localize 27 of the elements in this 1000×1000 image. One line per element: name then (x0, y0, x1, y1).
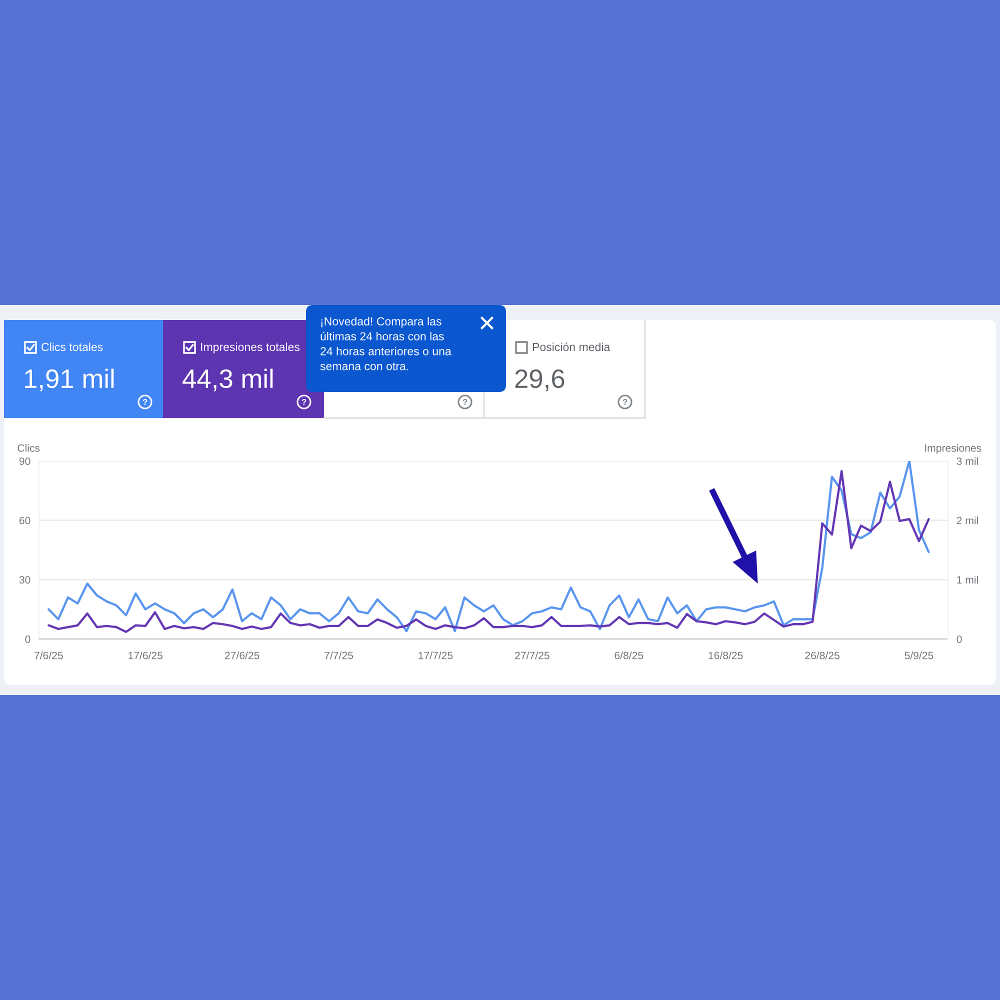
text: 29,6 (515, 369, 564, 392)
y-tick-label: 30 (19, 576, 30, 584)
x-tick-label: 16/8/25 (708, 652, 743, 660)
x-tick-label: 27/6/25 (225, 652, 260, 660)
y-tick-label: 0 (25, 635, 30, 643)
x-tick-label: 26/8/25 (805, 652, 840, 660)
text: Posición media (532, 342, 610, 352)
text: 44,3 mil (182, 368, 273, 392)
y-axis-title: Clics (18, 444, 40, 452)
text: ¡Novedad! Compara las últimas 24 horas con las 24 horas anteriores o una semana con otra. (320, 317, 452, 370)
y-tick-label: 60 (19, 516, 30, 524)
y2-axis-title: Impresiones (925, 444, 982, 454)
x-tick-label: 17/7/25 (418, 652, 453, 660)
y2-tick-label: 1 mil (957, 576, 978, 584)
y2-tick-label: 2 mil (956, 516, 978, 524)
x-tick-label: 17/6/25 (128, 652, 163, 660)
y-tick-label: 90 (19, 457, 30, 465)
x-tick-label: 7/7/25 (324, 652, 354, 660)
x-tick-label: 27/7/25 (515, 652, 550, 660)
text: Impresiones totales (201, 342, 300, 354)
text: Clics totales (42, 342, 103, 352)
x-tick-label: 6/8/25 (614, 652, 644, 660)
x-tick-label: 5/9/25 (904, 652, 934, 660)
x-tick-label: 7/6/25 (34, 652, 63, 660)
y2-tick-label: 3 mil (956, 457, 978, 465)
y2-tick-label: 0 (956, 635, 962, 643)
text: 1,91 mil (25, 368, 114, 392)
